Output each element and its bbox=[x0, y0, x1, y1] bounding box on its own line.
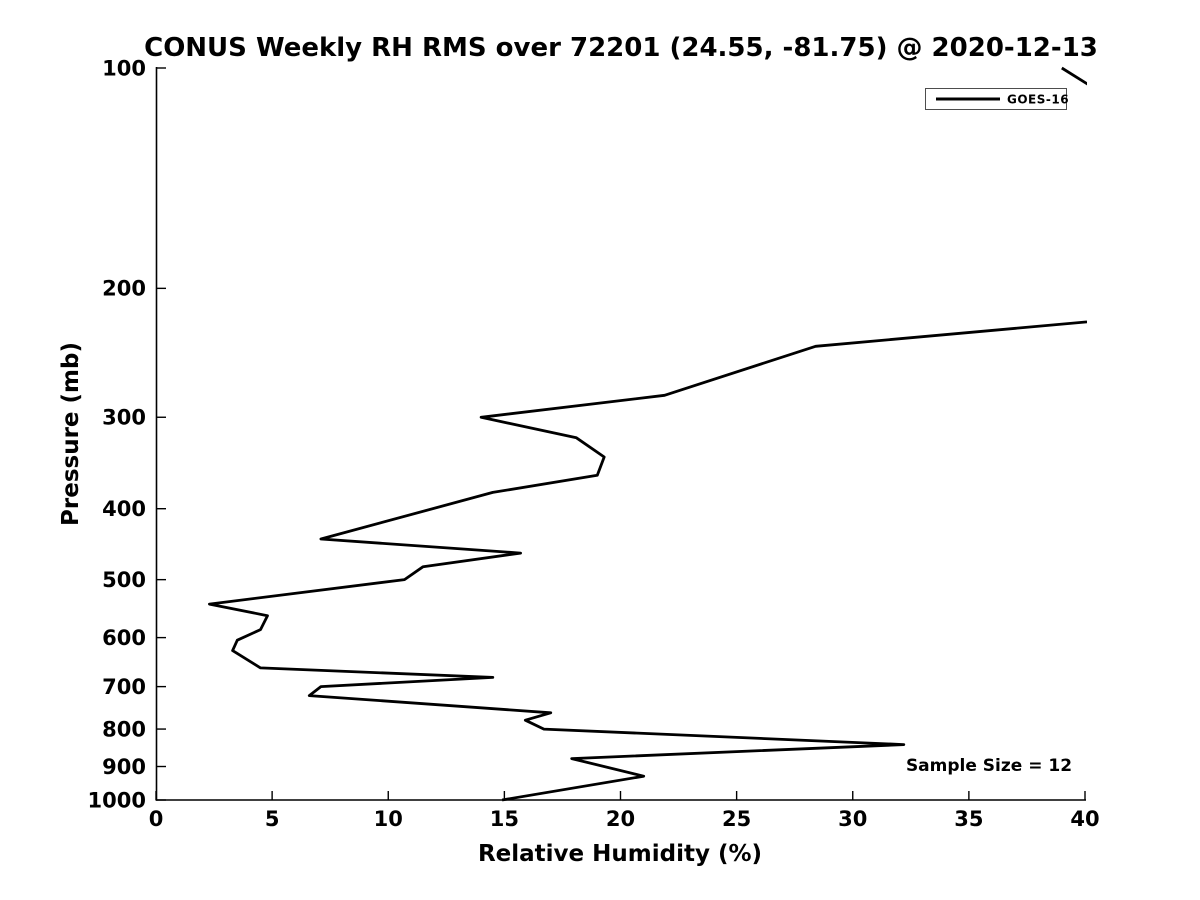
chart-title: CONUS Weekly RH RMS over 72201 (24.55, -… bbox=[144, 33, 1098, 63]
x-tick-label-5: 5 bbox=[265, 807, 280, 831]
y-tick-label-1000: 1000 bbox=[88, 788, 146, 812]
axes-frame bbox=[155, 67, 1086, 801]
y-tick-label-800: 800 bbox=[102, 717, 146, 741]
x-axis-ticks: 0 5 10 15 20 25 30 35 40 bbox=[149, 791, 1100, 831]
y-tick-label-700: 700 bbox=[102, 675, 146, 699]
y-tick-label-900: 900 bbox=[102, 755, 146, 779]
x-axis-label: Relative Humidity (%) bbox=[478, 841, 762, 867]
x-tick-label-15: 15 bbox=[490, 807, 519, 831]
y-axis-ticks: 100 200 300 400 500 600 700 800 900 1000 bbox=[88, 56, 166, 812]
x-tick-label-20: 20 bbox=[606, 807, 635, 831]
y-tick-label-500: 500 bbox=[102, 568, 146, 592]
y-tick-label-400: 400 bbox=[102, 497, 146, 521]
y-tick-label-200: 200 bbox=[102, 277, 146, 301]
sample-size-annotation: Sample Size = 12 bbox=[906, 756, 1072, 776]
x-tick-label-10: 10 bbox=[374, 807, 403, 831]
x-tick-label-30: 30 bbox=[838, 807, 867, 831]
x-tick-label-40: 40 bbox=[1070, 807, 1099, 831]
x-tick-label-0: 0 bbox=[149, 807, 164, 831]
legend: GOES-16 bbox=[925, 88, 1069, 110]
x-tick-label-25: 25 bbox=[722, 807, 751, 831]
y-tick-label-300: 300 bbox=[102, 406, 146, 430]
goes16-series-line bbox=[208, 66, 1087, 802]
y-tick-label-600: 600 bbox=[102, 626, 146, 650]
x-tick-label-35: 35 bbox=[954, 807, 983, 831]
y-axis-label: Pressure (mb) bbox=[58, 342, 84, 526]
legend-label-goes16: GOES-16 bbox=[1007, 93, 1069, 107]
y-tick-label-100: 100 bbox=[102, 56, 146, 80]
